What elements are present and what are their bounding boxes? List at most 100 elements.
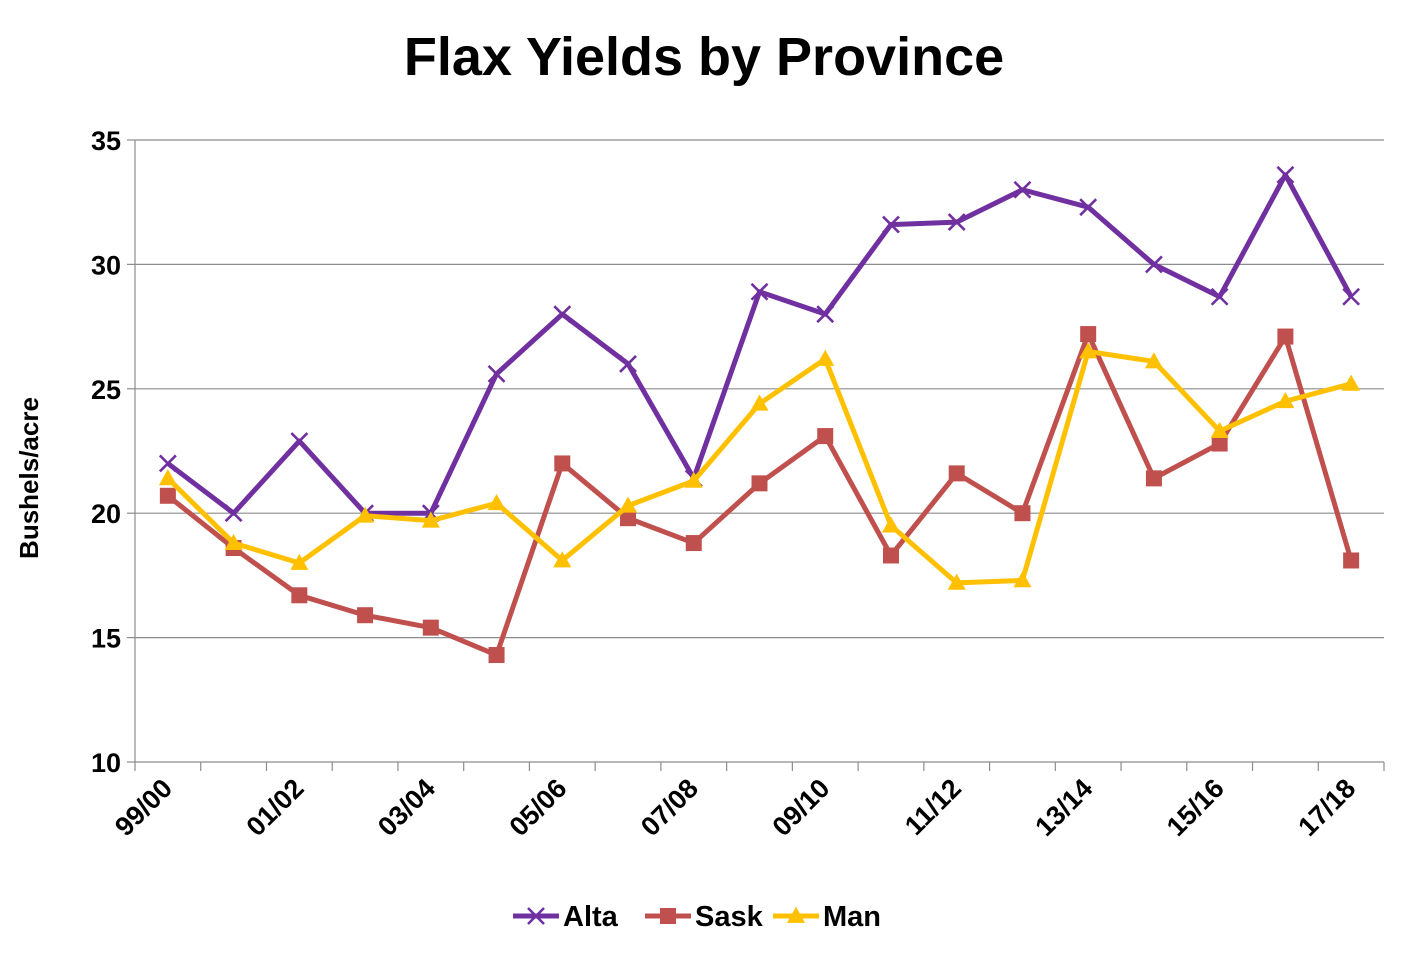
legend-label: Sask [695,901,764,933]
marker-triangle [1079,342,1098,359]
marker-triangle [553,551,572,568]
marker-square [817,428,834,445]
x-tick-label: 03/04 [372,773,441,842]
marker-x [1210,287,1229,306]
y-tick-label: 15 [91,624,121,654]
legend-item-sask: Sask [645,901,764,933]
chart-title: Flax Yields by Province [403,27,1005,87]
series-sask [159,326,1360,664]
marker-x-stroke [487,364,506,383]
marker-triangle [421,511,440,528]
marker-square [751,475,768,492]
x-tick-label: 17/18 [1292,773,1361,842]
marker-x-stroke [224,504,243,523]
x-tick-label: 07/08 [635,773,704,842]
y-tick-labels: 10 15 20 25 30 35 [91,126,121,778]
legend-label: Alta [563,901,619,933]
marker-x [816,305,835,324]
x-tick-label: 99/00 [109,773,178,842]
marker-x [553,305,572,324]
marker-x-stroke [158,454,177,473]
marker-square [1014,505,1031,522]
gridlines [135,139,1384,639]
marker-x [1145,255,1163,274]
series-group [158,165,1361,664]
marker-square [685,535,702,552]
marker-x [224,504,243,523]
marker-triangle [487,494,506,511]
marker-square [1343,552,1360,569]
y-tick-label: 35 [91,126,121,156]
marker-x [947,213,966,232]
marker-x-stroke [1079,198,1098,217]
marker-square [1277,328,1294,345]
marker-x [1079,198,1098,217]
marker-x [882,215,900,234]
marker-x-stroke [290,432,309,450]
marker-x-stroke [1145,255,1163,274]
marker-x-stroke [527,907,545,925]
marker-square [660,908,676,924]
marker-triangle [816,349,835,366]
marker-x [750,282,769,301]
series-alta [158,165,1361,523]
x-tick-label: 13/14 [1029,773,1098,842]
marker-triangle [787,906,805,923]
marker-triangle [684,471,703,488]
marker-x [1276,165,1295,184]
marker-square [948,465,965,482]
marker-x-stroke [816,305,835,324]
marker-triangle [1210,421,1229,438]
marker-triangle [750,394,769,411]
marker-triangle [1342,374,1361,391]
marker-square [291,587,308,604]
marker-x-stroke [619,355,637,373]
legend-item-man: Man [773,901,881,933]
marker-x-stroke [1013,180,1032,199]
marker-square [357,607,374,624]
marker-square [1080,326,1097,343]
marker-square [882,547,899,564]
x-tick-label: 09/10 [766,773,835,842]
marker-x [158,454,177,473]
y-tick-label: 10 [91,748,121,778]
marker-triangle [158,469,177,486]
x-tick-label: 05/06 [504,773,573,842]
legend-label: Man [823,901,881,933]
axes [127,139,1385,771]
marker-x [487,364,506,383]
x-tick-labels: 99/00 01/02 03/04 05/06 07/08 09/10 11/12 13/14… [109,773,1361,842]
marker-x [527,907,545,925]
marker-x [1342,287,1361,306]
x-tick-label: 11/12 [899,773,967,841]
series-line-alta [166,172,1354,516]
y-tick-label: 20 [91,499,121,529]
series-man [158,342,1361,590]
marker-x-stroke [947,213,966,232]
marker-x-stroke [553,305,572,324]
marker-triangle [881,516,900,533]
marker-square [620,510,637,527]
marker-square [1211,435,1228,452]
marker-square [422,619,439,636]
marker-triangle [947,573,966,590]
y-tick-label: 30 [91,250,121,280]
marker-x-stroke [882,215,900,234]
marker-x [1013,180,1032,199]
y-axis-label: Bushels/acre [14,397,44,559]
legend: Alta Sask Man [513,901,881,933]
marker-triangle [1013,571,1032,588]
marker-square [488,647,505,664]
y-tick-label: 25 [91,375,121,405]
marker-x [619,355,637,373]
marker-triangle [290,553,309,570]
marker-x-stroke [1276,165,1295,184]
x-tick-label: 15/16 [1161,773,1230,842]
marker-square [159,487,176,504]
x-tick-label: 01/02 [241,773,310,842]
marker-x-stroke [750,282,769,301]
marker-square [1145,470,1162,487]
marker-x-stroke [1342,287,1361,306]
marker-square [554,455,571,472]
